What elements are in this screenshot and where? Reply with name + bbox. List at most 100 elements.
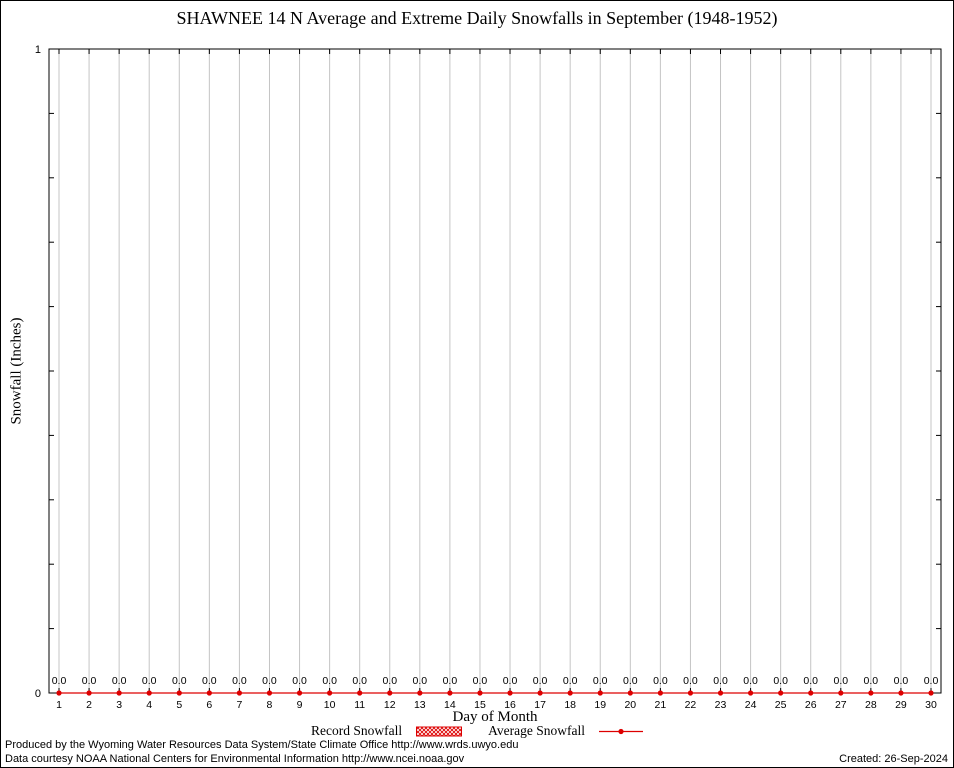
x-tick-label: 12 — [384, 699, 396, 711]
x-tick-label: 3 — [116, 699, 122, 711]
average-point — [176, 690, 182, 696]
average-point — [778, 690, 784, 696]
producer-credit: Produced by the Wyoming Water Resources … — [5, 739, 519, 751]
value-label: 0.0 — [413, 675, 428, 687]
value-label: 0.0 — [864, 675, 879, 687]
value-label: 0.0 — [803, 675, 818, 687]
legend-record-label: Record Snowfall — [311, 723, 403, 738]
x-tick-label: 17 — [534, 699, 546, 711]
value-label: 0.0 — [473, 675, 488, 687]
value-label: 0.0 — [443, 675, 458, 687]
average-point — [206, 690, 212, 696]
average-point — [717, 690, 724, 696]
y-tick-label: 0 — [35, 688, 41, 700]
x-tick-label: 21 — [655, 699, 667, 711]
x-tick-label: 9 — [297, 699, 303, 711]
x-tick-label: 22 — [685, 699, 697, 711]
value-label: 0.0 — [292, 675, 307, 687]
average-point — [357, 690, 363, 696]
value-label: 0.0 — [142, 675, 157, 687]
value-label: 0.0 — [202, 675, 217, 687]
x-tick-label: 4 — [146, 699, 152, 711]
x-tick-label: 28 — [865, 699, 877, 711]
average-point — [597, 690, 603, 696]
average-point — [657, 690, 663, 696]
x-tick-label: 24 — [745, 699, 757, 711]
x-tick-label: 14 — [444, 699, 456, 711]
legend-item-record: Record Snowfall — [311, 723, 463, 739]
record-snowfall-swatch-icon — [416, 726, 463, 736]
x-tick-label: 23 — [715, 699, 727, 711]
created-date: Created: 26-Sep-2024 — [839, 753, 948, 765]
average-point — [567, 690, 573, 696]
value-label: 0.0 — [683, 675, 698, 687]
value-label: 0.0 — [833, 675, 848, 687]
x-tick-label: 27 — [835, 699, 847, 711]
value-label: 0.0 — [503, 675, 518, 687]
average-point — [747, 690, 754, 696]
average-point — [417, 690, 423, 696]
average-point — [477, 690, 483, 696]
x-tick-label: 16 — [504, 699, 516, 711]
x-tick-label: 5 — [176, 699, 182, 711]
value-label: 0.0 — [82, 675, 97, 687]
chart-title: SHAWNEE 14 N Average and Extreme Daily S… — [176, 8, 778, 28]
value-label: 0.0 — [533, 675, 548, 687]
value-label: 0.0 — [563, 675, 578, 687]
x-tick-label: 29 — [895, 699, 907, 711]
average-point — [86, 690, 92, 696]
plot-border — [48, 48, 942, 694]
x-tick-label: 8 — [267, 699, 273, 711]
legend-item-average: Average Snowfall — [488, 723, 643, 739]
x-tick-label: 7 — [236, 699, 242, 711]
legend-average-label: Average Snowfall — [488, 723, 585, 738]
value-label: 0.0 — [713, 675, 728, 687]
average-point — [537, 690, 543, 696]
x-tick-label: 2 — [86, 699, 92, 711]
average-point — [447, 690, 453, 696]
average-point — [296, 690, 303, 696]
value-label: 0.0 — [322, 675, 337, 687]
value-label: 0.0 — [653, 675, 668, 687]
average-point — [838, 690, 844, 696]
value-label: 0.0 — [232, 675, 247, 687]
x-tick-label: 26 — [805, 699, 817, 711]
x-tick-label: 13 — [414, 699, 426, 711]
average-point — [56, 690, 62, 696]
value-label: 0.0 — [743, 675, 758, 687]
y-tick-label: 1 — [35, 44, 41, 56]
value-label: 0.0 — [623, 675, 638, 687]
x-tick-label: 15 — [474, 699, 486, 711]
record-swatch-box — [416, 726, 463, 736]
x-tick-label: 20 — [624, 699, 636, 711]
x-tick-label: 30 — [925, 699, 937, 711]
average-point — [868, 690, 874, 696]
average-point — [116, 690, 122, 696]
legend: Record Snowfall Average Snowfall — [1, 723, 953, 739]
average-point — [266, 690, 273, 696]
value-label: 0.0 — [262, 675, 277, 687]
x-tick-label: 10 — [324, 699, 336, 711]
value-label: 0.0 — [894, 675, 909, 687]
x-tick-label: 18 — [564, 699, 576, 711]
average-point — [808, 690, 814, 696]
value-label: 0.0 — [924, 675, 939, 687]
x-tick-label: 6 — [206, 699, 212, 711]
average-point — [387, 690, 393, 696]
x-axis-label: Day of Month — [452, 709, 538, 725]
average-point — [507, 690, 513, 696]
value-label: 0.0 — [172, 675, 187, 687]
value-label: 0.0 — [593, 675, 608, 687]
value-label: 0.0 — [112, 675, 127, 687]
x-tick-label: 1 — [56, 699, 62, 711]
average-point — [146, 690, 152, 696]
average-point — [327, 690, 333, 696]
value-label: 0.0 — [52, 675, 67, 687]
average-snowfall-swatch-icon — [598, 728, 643, 734]
x-tick-label: 11 — [354, 699, 365, 711]
average-swatch-point — [618, 728, 624, 734]
average-point — [627, 690, 633, 696]
x-tick-label: 19 — [594, 699, 606, 711]
average-point — [928, 690, 934, 696]
